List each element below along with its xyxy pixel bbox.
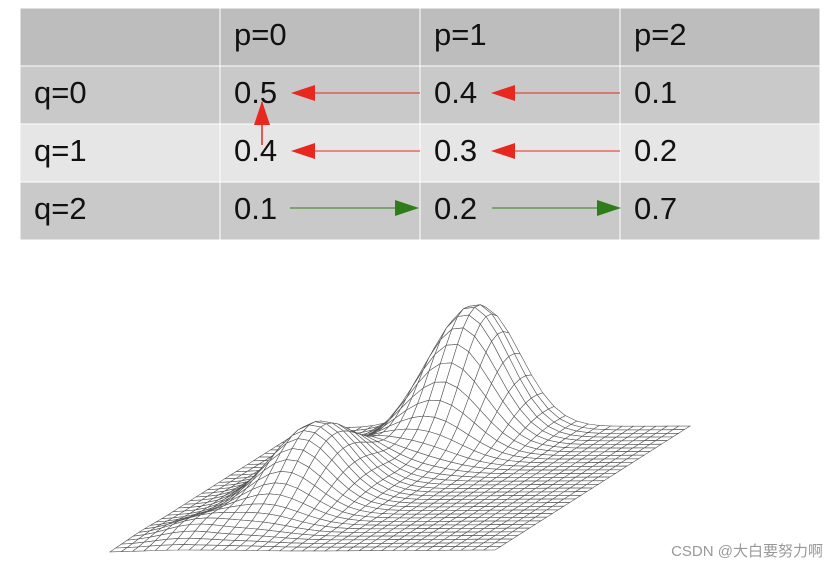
table-cell-bg	[219, 65, 421, 125]
table-cell-bg	[419, 181, 621, 241]
table-cell-bg	[419, 65, 621, 125]
row-header: q=1	[34, 133, 87, 168]
table-cell-bg	[419, 7, 621, 67]
column-header: p=2	[634, 17, 687, 52]
mesh-cell	[482, 546, 502, 551]
table-cell-bg	[619, 7, 821, 67]
table-cell: 0.1	[634, 75, 677, 110]
table-cell: 0.4	[234, 133, 277, 168]
table-cell: 0.5	[234, 75, 277, 110]
table: p=0 p=1 p=2 q=0 0.5 0.4 0.1 q=1 0.4 0.3 0.2 q=2 0.1 0…	[19, 7, 821, 241]
table-cell-bg	[219, 181, 421, 241]
table-cell: 0.4	[434, 75, 477, 110]
table-cell: 0.2	[634, 133, 677, 168]
watermark: CSDN @大白要努力啊	[671, 543, 823, 560]
table-cell-bg	[219, 7, 421, 67]
table-cell-bg	[619, 123, 821, 183]
table-cell-bg	[19, 7, 221, 67]
surface-plot	[108, 304, 692, 553]
arrows	[254, 85, 621, 216]
table-cell: 0.3	[434, 133, 477, 168]
row-header: q=0	[34, 75, 87, 110]
row-header: q=2	[34, 191, 87, 226]
table-cell: 0.1	[234, 191, 277, 226]
table-cell-bg	[419, 123, 621, 183]
table-cell-bg	[19, 181, 221, 241]
table-cell-bg	[19, 65, 221, 125]
column-header: p=0	[234, 17, 287, 52]
column-header: p=1	[434, 17, 487, 52]
table-cell-bg	[619, 181, 821, 241]
table-cell-bg	[19, 123, 221, 183]
table-cell: 0.7	[634, 191, 677, 226]
table-cell: 0.2	[434, 191, 477, 226]
